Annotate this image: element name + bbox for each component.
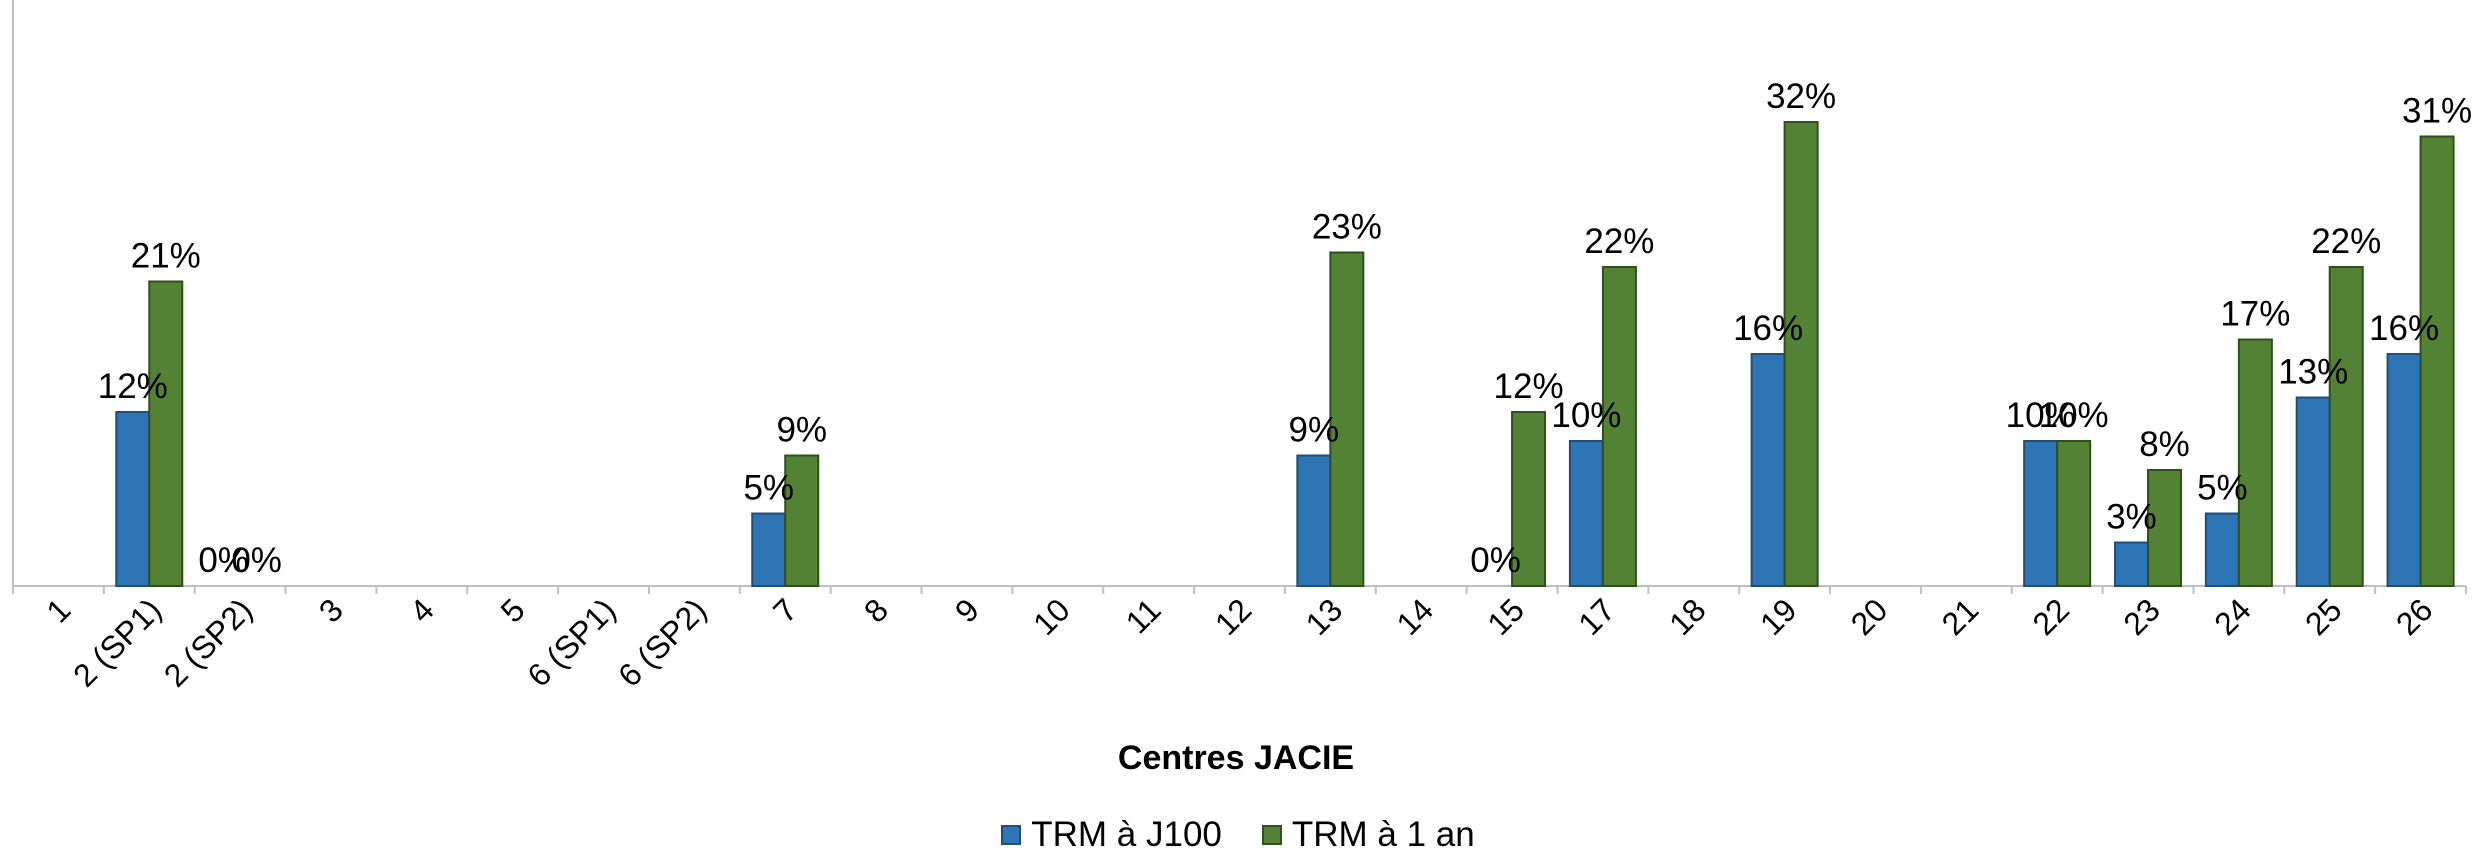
bar-1an (2237, 338, 2273, 587)
x-tick-label: 13 (1299, 591, 1350, 642)
bar-1an (2328, 266, 2364, 587)
x-tick-label: 7 (766, 591, 804, 629)
x-tick-label: 8 (857, 591, 895, 629)
x-tick-label: 5 (494, 591, 532, 629)
bar-j100 (1296, 454, 1332, 587)
x-tick-label: 1 (39, 591, 77, 629)
x-tick-label: 10 (1026, 591, 1077, 642)
bar-j100 (751, 512, 787, 587)
legend-item-1an: TRM à 1 an (1261, 815, 1475, 855)
data-label-1an: 22% (1584, 222, 1654, 261)
legend-swatch-1an (1261, 825, 1282, 845)
data-label-1an: 12% (1494, 367, 1564, 406)
x-tick-label: 24 (2207, 591, 2258, 642)
bar-chart: 12% 0% 5% 9% 0% 10% 16% 10% 3% 5% 13% 16% 21% 0% 9% 23%… (12, 0, 2472, 777)
data-label-1an: 23% (1312, 208, 1382, 247)
bar-j100 (1750, 353, 1786, 587)
bar-j100 (115, 411, 151, 587)
data-label-j100: 10% (1551, 396, 1621, 435)
data-label-1an: 9% (776, 411, 827, 450)
bar-1an (2147, 469, 2183, 587)
x-tick-label: 3 (312, 591, 350, 629)
bar-j100 (2023, 440, 2059, 587)
x-tick-label: 26 (2389, 591, 2440, 642)
bar-1an (784, 454, 820, 587)
data-label-1an: 31% (2402, 92, 2472, 131)
data-label-j100: 12% (98, 367, 168, 406)
data-label-j100: 9% (1289, 411, 1340, 450)
data-label-j100: 13% (2278, 353, 2348, 392)
legend: TRM à J100 TRM à 1 an (0, 815, 2476, 855)
data-label-1an: 22% (2311, 222, 2381, 261)
data-label-j100: 0% (198, 541, 249, 580)
bar-1an (1783, 121, 1819, 587)
x-tick-label: 2 (SP2) (157, 591, 259, 693)
x-tick-label: 23 (2116, 591, 2167, 642)
legend-label-1an: TRM à 1 an (1291, 815, 1475, 854)
data-label-j100: 16% (2369, 309, 2439, 348)
x-tick-labels: 12 (SP1)2 (SP2) 3 4 56 (SP1)6 (SP2) 7 8 9 10 11 1… (39, 591, 2439, 693)
data-label-1an: 8% (2139, 425, 2190, 464)
bar-1an (1329, 251, 1365, 587)
data-label-j100: 10% (2006, 396, 2076, 435)
legend-swatch-j100 (1001, 825, 1022, 845)
axes (12, 0, 2467, 594)
bar-1an (1601, 266, 1637, 587)
x-tick-label: 11 (1119, 591, 1168, 640)
bar-1an (2419, 135, 2455, 587)
data-label-j100: 5% (743, 469, 794, 508)
bar-j100 (2114, 541, 2150, 587)
data-labels: 12% 0% 5% 9% 0% 10% 16% 10% 3% 5% 13% 16% 21% 0% 9% 23%… (98, 77, 2472, 580)
x-tick-label: 22 (2025, 591, 2076, 642)
bar-j100 (1568, 440, 1604, 587)
bar-j100 (2295, 396, 2331, 587)
x-tick-label: 9 (948, 591, 986, 629)
x-tick-label: 12 (1208, 591, 1259, 642)
legend-label-j100: TRM à J100 (1031, 815, 1222, 854)
x-tick-label: 20 (1844, 591, 1895, 642)
bar-1an (148, 280, 184, 587)
legend-item-j100: TRM à J100 (1001, 815, 1222, 855)
data-label-j100: 16% (1733, 309, 1803, 348)
x-tick-label: 25 (2298, 591, 2349, 642)
data-label-j100: 0% (1470, 541, 1521, 580)
bars (115, 121, 2455, 587)
data-label-j100: 5% (2197, 469, 2248, 508)
data-label-1an: 21% (131, 237, 201, 276)
x-tick-label: 6 (SP2) (611, 591, 713, 693)
x-axis-title: Centres JACIE (1118, 739, 1354, 777)
x-tick-label: 19 (1753, 591, 1804, 642)
data-label-1an: 32% (1766, 77, 1836, 116)
bar-j100 (2204, 512, 2240, 587)
x-tick-label: 15 (1480, 591, 1531, 642)
x-tick-label: 2 (SP1) (66, 591, 168, 693)
bar-1an (2056, 440, 2092, 587)
bar-j100 (2386, 353, 2422, 587)
x-tick-label: 4 (403, 591, 441, 629)
data-label-j100: 3% (2106, 498, 2157, 537)
x-tick-label: 18 (1662, 591, 1713, 642)
data-label-1an: 10% (2039, 396, 2109, 435)
x-tick-label: 17 (1571, 591, 1622, 642)
x-tick-label: 14 (1390, 591, 1441, 642)
data-label-1an: 0% (231, 541, 282, 580)
bar-1an (1511, 411, 1547, 587)
x-tick-label: 6 (SP1) (520, 591, 622, 693)
data-label-1an: 17% (2220, 295, 2290, 334)
x-tick-label: 21 (1935, 591, 1986, 642)
